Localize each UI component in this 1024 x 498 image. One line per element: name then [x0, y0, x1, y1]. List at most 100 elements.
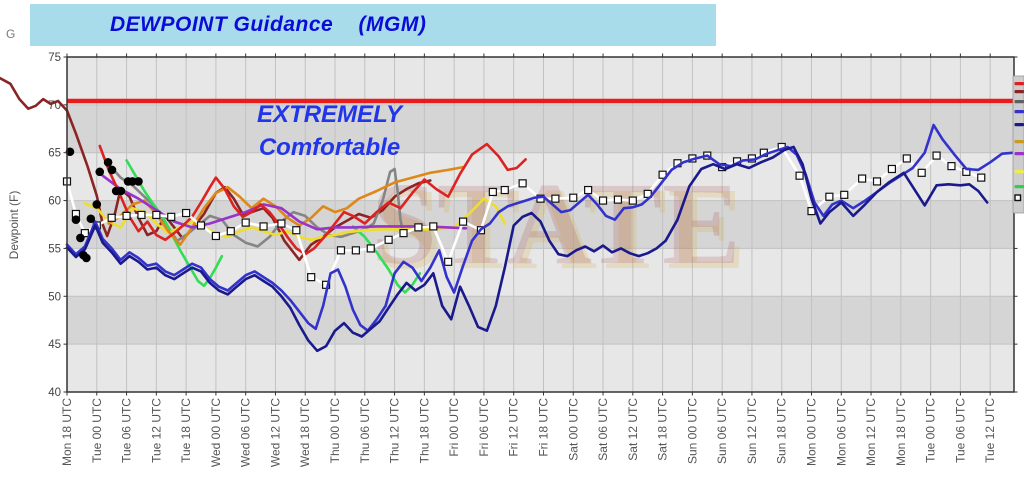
x-tick-label: Thu 18 UTC	[417, 398, 431, 464]
obs-dot	[65, 147, 75, 157]
nbm-square-marker	[152, 210, 161, 220]
x-tick-label: Mon 18 UTC	[60, 398, 74, 466]
tick-marks	[63, 53, 1018, 396]
x-tick-label: Fri 00 UTC	[447, 398, 461, 457]
obs-dot	[92, 200, 102, 209]
nbm-square-marker	[977, 173, 986, 182]
x-tick-label: Mon 18 UTC	[894, 398, 908, 466]
y-axis-labels: 75 70 65 60 55 50 45 40	[48, 52, 61, 399]
nbm-square-marker	[613, 195, 623, 204]
nbm-square-marker	[858, 174, 867, 183]
nbm-square-marker	[518, 179, 527, 188]
nbm-square-marker	[277, 219, 286, 228]
obs-dot	[86, 214, 96, 224]
nbm-square-marker	[825, 192, 834, 201]
x-tick-label: Thu 06 UTC	[358, 398, 372, 464]
series-red-model	[98, 142, 527, 256]
series-navy-model	[65, 145, 989, 353]
x-tick-label: Mon 12 UTC	[864, 398, 878, 466]
nbm-square-marker	[628, 196, 637, 205]
legend-swatch	[1014, 152, 1024, 156]
legend-swatch	[1014, 123, 1024, 127]
nbm-square-marker	[107, 213, 116, 222]
series-observations	[65, 147, 143, 263]
nbm-square-marker	[196, 221, 206, 230]
axes-frame	[66, 56, 1015, 393]
obs-dot	[103, 157, 113, 167]
nbm-square-marker	[458, 217, 468, 226]
nbm-square-marker	[182, 208, 191, 218]
nbm-square-marker	[643, 189, 652, 198]
x-tick-label: Sun 00 UTC	[685, 398, 699, 464]
nbm-square-marker	[399, 229, 408, 238]
y-tick-label: 70	[48, 100, 61, 112]
x-tick-label: Wed 06 UTC	[239, 398, 253, 467]
x-tick-label: Sat 12 UTC	[626, 398, 640, 461]
x-tick-label: Sat 18 UTC	[656, 398, 670, 461]
legend-swatch	[1014, 100, 1024, 104]
title-banner: DEWPOINT Guidance (MGM)	[30, 4, 716, 46]
obs-dot	[128, 177, 137, 186]
nbm-square-marker	[488, 187, 497, 197]
nbm-square-marker	[584, 185, 593, 195]
x-tick-label: Tue 06 UTC	[953, 398, 967, 463]
clipped-text-fragment: G	[6, 27, 16, 41]
x-tick-label: Fri 18 UTC	[536, 398, 550, 457]
x-tick-label: Mon 00 UTC	[804, 398, 818, 466]
x-tick-label: Fri 06 UTC	[477, 398, 491, 457]
page-title: DEWPOINT Guidance (MGM)	[110, 13, 427, 36]
x-tick-label: Sun 18 UTC	[775, 398, 789, 464]
legend-square-marker	[1014, 194, 1022, 202]
x-tick-label: Wed 18 UTC	[298, 398, 312, 467]
nbm-square-marker	[211, 231, 220, 241]
nbm-square-marker	[137, 210, 146, 220]
x-tick-label: Sun 06 UTC	[715, 398, 729, 464]
nbm-square-marker	[167, 212, 176, 221]
nbm-square-marker	[366, 244, 375, 253]
legend-swatch	[1014, 90, 1024, 94]
y-tick-label: 40	[48, 387, 61, 399]
x-tick-label: Tue 12 UTC	[149, 398, 163, 463]
nbm-square-marker	[80, 229, 89, 238]
shaded-band	[67, 104, 1014, 153]
nbm-square-marker	[795, 171, 804, 180]
nbm-square-marker	[917, 168, 926, 177]
nbm-square-marker	[307, 273, 316, 282]
nbm-square-marker	[414, 223, 423, 232]
legend-strip	[1012, 75, 1024, 214]
nbm-square-marker	[569, 193, 578, 202]
x-axis-labels: Mon 18 UTC Tue 00 UTC Tue 06 UTC Tue 12 UTC…	[60, 398, 997, 467]
legend-swatch	[1014, 82, 1024, 86]
nbm-square-marker	[598, 196, 608, 205]
obs-dot	[95, 167, 105, 177]
obs-dot	[116, 186, 126, 196]
nbm-square-marker	[902, 154, 911, 163]
nbm-square-marker	[658, 170, 667, 179]
legend-swatch	[1014, 170, 1024, 174]
nbm-square-marker	[887, 164, 897, 174]
x-tick-label: Tue 00 UTC	[90, 398, 104, 463]
x-tick-label: Mon 06 UTC	[834, 398, 848, 466]
x-tick-label: Wed 00 UTC	[209, 398, 223, 467]
y-tick-label: 75	[48, 52, 61, 64]
y-tick-label: 55	[48, 243, 61, 255]
obs-dot	[107, 165, 117, 175]
nbm-square-marker	[226, 227, 235, 236]
obs-dot	[82, 253, 91, 263]
nbm-square-marker	[932, 151, 941, 160]
x-tick-label: Sat 00 UTC	[566, 398, 580, 461]
x-tick-label: Wed 12 UTC	[268, 398, 282, 467]
nbm-square-marker	[444, 257, 453, 266]
nbm-square-marker	[336, 246, 346, 255]
nbm-square-marker	[551, 194, 560, 203]
obs-dot	[134, 177, 143, 186]
nbm-square-marker	[500, 185, 509, 195]
x-tick-label: Tue 00 UTC	[924, 398, 938, 463]
x-tick-label: Sun 12 UTC	[745, 398, 759, 464]
obs-dot	[71, 215, 81, 225]
x-tick-label: Sat 06 UTC	[596, 398, 610, 461]
nbm-square-marker	[429, 222, 438, 231]
y-axis-title: Dewpoint (F)	[7, 191, 21, 260]
x-tick-label: Thu 12 UTC	[388, 398, 402, 464]
